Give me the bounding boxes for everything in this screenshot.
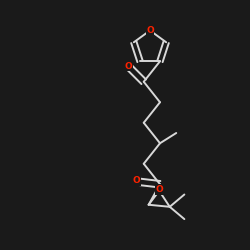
Text: O: O — [155, 185, 163, 194]
Text: O: O — [146, 26, 154, 35]
Text: O: O — [133, 176, 140, 185]
Text: O: O — [125, 62, 132, 70]
